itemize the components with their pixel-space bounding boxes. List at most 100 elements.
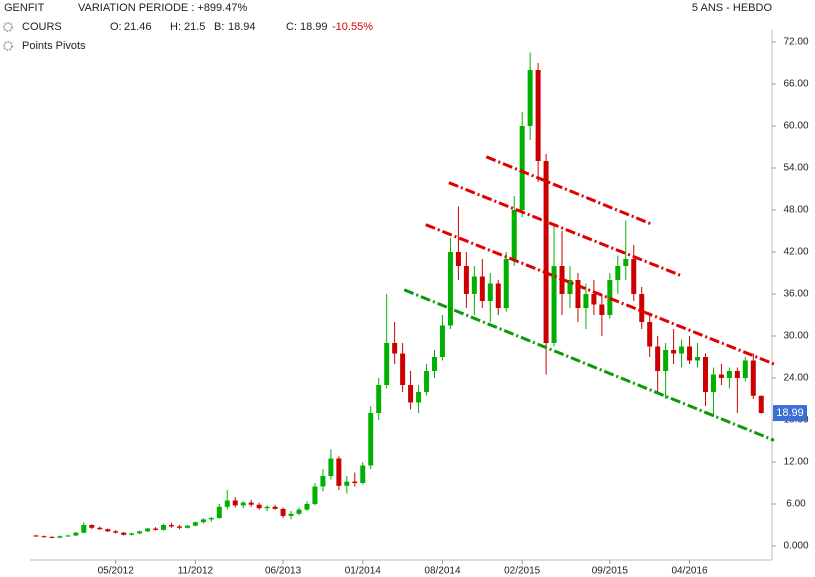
candle-body bbox=[344, 481, 350, 486]
quote-label: H: bbox=[170, 21, 181, 33]
candle-body bbox=[710, 374, 716, 392]
candle-body bbox=[463, 266, 469, 294]
x-tick-label: 04/2016 bbox=[671, 566, 708, 577]
candle-body bbox=[240, 502, 246, 506]
candle-body bbox=[336, 458, 342, 486]
candle-body bbox=[161, 525, 167, 530]
candle-body bbox=[296, 509, 302, 514]
x-tick-label: 02/2015 bbox=[504, 566, 541, 577]
candle-body bbox=[73, 532, 79, 536]
candle-body bbox=[137, 531, 143, 534]
candle-body bbox=[726, 371, 732, 378]
candle-body bbox=[734, 371, 740, 378]
candle-body bbox=[511, 210, 517, 259]
trendline bbox=[448, 181, 683, 278]
candle-body bbox=[583, 294, 589, 308]
candle-body bbox=[742, 360, 748, 378]
x-tick-label: 06/2013 bbox=[265, 566, 302, 577]
candle-body bbox=[718, 374, 724, 378]
quote-value: 18.94 bbox=[228, 21, 256, 33]
y-tick-label: 42.00 bbox=[783, 247, 808, 258]
gear-icon bbox=[3, 41, 13, 51]
x-tick-label: 05/2012 bbox=[98, 566, 135, 577]
candle-body bbox=[575, 280, 581, 308]
candle-body bbox=[113, 531, 119, 533]
y-tick-label: 6.00 bbox=[786, 499, 806, 510]
candle-body bbox=[304, 504, 310, 510]
candle-body bbox=[216, 506, 222, 518]
y-tick-label: 72.00 bbox=[783, 37, 808, 48]
candle-body bbox=[631, 259, 637, 294]
candle-body bbox=[607, 280, 613, 315]
candle-body bbox=[153, 528, 159, 530]
candle-body bbox=[519, 126, 525, 210]
candle-body bbox=[655, 346, 661, 371]
candle-body bbox=[176, 526, 182, 528]
y-tick-label: 0.000 bbox=[783, 541, 808, 552]
candle-body bbox=[416, 392, 422, 403]
y-tick-label: 12.00 bbox=[783, 457, 808, 468]
candle-body bbox=[121, 532, 127, 535]
candle-body bbox=[535, 70, 541, 161]
trendline bbox=[403, 288, 775, 442]
quote-value: 21.46 bbox=[124, 21, 152, 33]
candle-body bbox=[599, 304, 605, 315]
gear-icon bbox=[3, 22, 13, 32]
candle-body bbox=[424, 371, 430, 392]
candle-body bbox=[232, 500, 238, 506]
candle-body bbox=[33, 535, 39, 537]
candle-body bbox=[352, 481, 358, 483]
candle-body bbox=[503, 259, 509, 308]
y-tick-label: 48.00 bbox=[783, 205, 808, 216]
candle-body bbox=[272, 506, 278, 509]
candle-body bbox=[208, 518, 214, 520]
candle-body bbox=[455, 252, 461, 266]
candle-body bbox=[471, 276, 477, 294]
y-tick-label: 36.00 bbox=[783, 289, 808, 300]
variation: VARIATION PERIODE : +899.47% bbox=[78, 2, 247, 14]
candle-body bbox=[392, 343, 398, 354]
candle-body bbox=[671, 350, 677, 354]
last-price-tag bbox=[773, 405, 807, 422]
x-tick-label: 01/2014 bbox=[345, 566, 382, 577]
candle-body bbox=[687, 346, 693, 361]
candle-body bbox=[432, 357, 437, 371]
candle-body bbox=[408, 385, 414, 403]
candle-body bbox=[97, 527, 103, 530]
candle-body bbox=[567, 280, 573, 294]
candle-body bbox=[224, 500, 230, 507]
candle-body bbox=[105, 529, 111, 532]
candle-body bbox=[65, 535, 71, 537]
quote-label: B: bbox=[214, 21, 224, 33]
candle-body bbox=[145, 528, 151, 532]
change: -10.55% bbox=[332, 21, 373, 33]
candle-body bbox=[89, 525, 95, 528]
candle-body bbox=[248, 502, 254, 505]
quote-value: 21.5 bbox=[184, 21, 205, 33]
candle-body bbox=[368, 413, 374, 466]
candle-body bbox=[328, 458, 334, 476]
candle-body bbox=[168, 525, 174, 527]
quote-value: 18.99 bbox=[300, 21, 328, 33]
x-tick-label: 11/2012 bbox=[178, 566, 214, 577]
y-tick-label: 30.00 bbox=[783, 331, 808, 342]
candle-body bbox=[750, 360, 756, 396]
candle-body bbox=[639, 294, 645, 322]
candle-body bbox=[679, 346, 685, 354]
symbol: GENFIT bbox=[4, 2, 45, 14]
candle-body bbox=[447, 252, 453, 326]
candle-body bbox=[527, 70, 533, 126]
candle-body bbox=[81, 525, 87, 533]
quote-label: O: bbox=[110, 21, 122, 33]
candle-body bbox=[264, 506, 270, 509]
candle-body bbox=[49, 536, 55, 538]
y-tick-label: 66.00 bbox=[783, 79, 808, 90]
y-tick-label: 54.00 bbox=[783, 163, 808, 174]
candle-body bbox=[256, 504, 262, 509]
candle-body bbox=[376, 385, 382, 413]
candle-body bbox=[495, 283, 501, 308]
candle-body bbox=[543, 161, 549, 343]
candle-body bbox=[400, 353, 406, 385]
candle-body bbox=[192, 522, 198, 526]
